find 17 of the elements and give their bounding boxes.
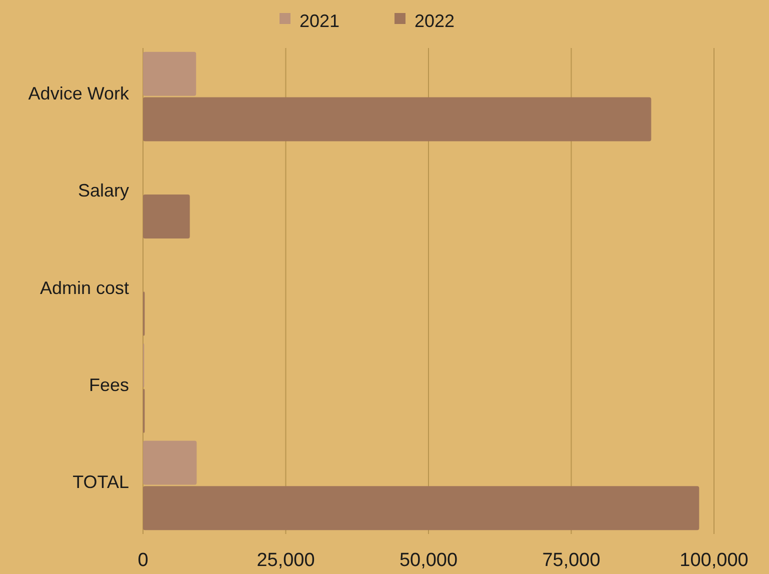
bar [143, 52, 196, 96]
x-tick-label: 75,000 [542, 550, 600, 571]
bar [143, 194, 190, 239]
x-tick-label: 50,000 [399, 550, 458, 571]
y-tick-label: Admin cost [40, 278, 129, 298]
bar [143, 97, 652, 142]
bar [143, 486, 700, 530]
y-tick-label: Salary [78, 180, 129, 201]
y-tick-label: Advice Work [28, 83, 130, 104]
y-tick-label: TOTAL [72, 472, 129, 492]
bar [143, 440, 197, 485]
legend-label: 2021 [300, 10, 340, 31]
legend-label: 2022 [414, 10, 455, 31]
x-tick-label: 25,000 [256, 550, 315, 571]
x-tick-label: 0 [138, 550, 148, 571]
y-tick-label: Fees [88, 374, 129, 395]
x-tick-label: 100,000 [680, 550, 748, 571]
